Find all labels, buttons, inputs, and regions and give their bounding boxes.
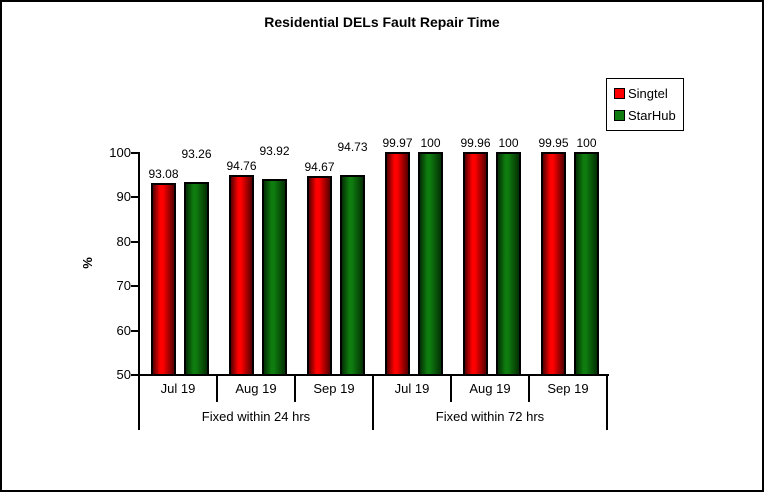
bar-starhub-cell3 — [418, 152, 443, 376]
y-tick-label: 80 — [116, 233, 131, 249]
legend-label: Singtel — [628, 85, 668, 101]
bar-singtel-cell0 — [151, 182, 176, 376]
bar-starhub-cell0 — [184, 181, 209, 376]
y-tick-label: 60 — [116, 322, 131, 338]
chart-title: Residential DELs Fault Repair Time — [264, 14, 500, 30]
x-category-label: Jul 19 — [394, 381, 430, 396]
y-tick — [131, 329, 138, 332]
value-label-singtel-cell0: 93.08 — [148, 166, 179, 181]
x-group-label: Fixed within 72 hrs — [435, 409, 545, 424]
value-label-singtel-cell4: 99.96 — [460, 136, 491, 151]
value-label-singtel-cell3: 99.97 — [382, 136, 413, 151]
legend-entry-starhub: StarHub — [614, 108, 683, 123]
value-label-starhub-cell0: 93.26 — [181, 146, 212, 161]
category-group-separator — [606, 374, 608, 430]
category-tick — [450, 374, 452, 402]
category-tick — [216, 374, 218, 402]
y-tick — [131, 285, 138, 288]
value-label-singtel-cell2: 94.67 — [304, 159, 335, 174]
legend-swatch-icon — [614, 87, 625, 99]
category-tick — [294, 374, 296, 402]
bar-starhub-cell1 — [262, 178, 287, 376]
y-tick-label: 90 — [116, 189, 131, 205]
value-label-starhub-cell1: 93.92 — [259, 143, 290, 158]
value-label-singtel-cell1: 94.76 — [226, 159, 257, 174]
legend-entry-singtel: Singtel — [614, 86, 683, 101]
bar-singtel-cell4 — [463, 152, 488, 376]
category-group-separator — [372, 374, 374, 430]
legend-label: StarHub — [628, 108, 676, 124]
value-label-starhub-cell3: 100 — [420, 136, 441, 150]
y-tick-label: 70 — [116, 278, 131, 294]
category-tick — [528, 374, 530, 402]
legend-swatch-icon — [614, 110, 625, 122]
bar-starhub-cell4 — [496, 152, 521, 376]
value-label-starhub-cell5: 100 — [576, 136, 597, 150]
x-category-label: Sep 19 — [313, 381, 355, 396]
value-label-starhub-cell2: 94.73 — [337, 140, 368, 155]
category-group-separator — [138, 374, 140, 430]
x-category-label: Sep 19 — [547, 381, 589, 396]
y-tick-label: 50 — [116, 367, 131, 382]
bar-singtel-cell2 — [307, 175, 332, 376]
bar-singtel-cell1 — [229, 175, 254, 376]
bar-starhub-cell2 — [340, 175, 365, 376]
y-axis-line — [138, 152, 140, 376]
x-category-label: Aug 19 — [235, 381, 277, 396]
bar-singtel-cell3 — [385, 152, 410, 376]
x-category-label: Jul 19 — [160, 381, 196, 396]
y-axis-title: % — [80, 257, 95, 269]
x-group-label: Fixed within 24 hrs — [201, 409, 311, 424]
y-tick — [131, 374, 138, 376]
y-tick — [131, 240, 138, 243]
x-axis-line — [131, 374, 609, 376]
legend: Singtel StarHub — [606, 78, 684, 131]
y-tick — [131, 152, 138, 154]
bar-starhub-cell5 — [574, 152, 599, 376]
y-tick — [131, 196, 138, 199]
bar-singtel-cell5 — [541, 152, 566, 376]
x-category-label: Aug 19 — [469, 381, 511, 396]
value-label-starhub-cell4: 100 — [498, 136, 519, 150]
value-label-singtel-cell5: 99.95 — [538, 136, 569, 151]
y-tick-label: 100 — [109, 145, 131, 160]
